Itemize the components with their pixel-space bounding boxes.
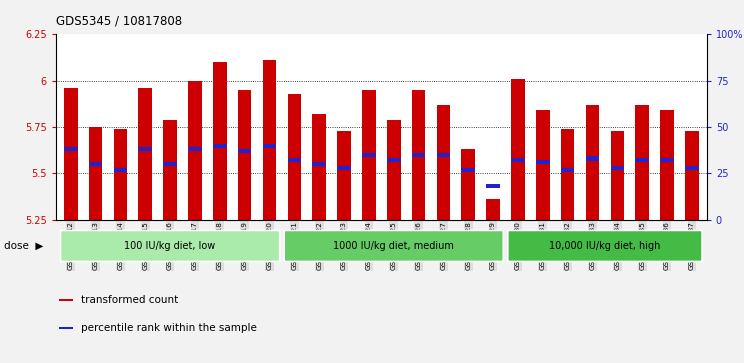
Text: GDS5345 / 10817808: GDS5345 / 10817808 [56,14,182,27]
Bar [461,149,475,220]
Bar [163,162,177,166]
Bar [660,158,674,162]
Bar [685,131,699,220]
Bar [411,90,426,220]
Bar [387,120,400,220]
Bar [213,62,227,220]
Bar [59,327,74,329]
Bar [611,166,624,170]
Bar [138,88,152,220]
Bar [511,158,525,162]
Bar [163,120,177,220]
Bar [685,166,699,170]
Bar [362,90,376,220]
Bar [411,153,426,157]
Bar [238,149,251,153]
Bar [362,153,376,157]
Bar [635,105,649,220]
Text: 1000 IU/kg diet, medium: 1000 IU/kg diet, medium [333,241,454,251]
Bar [89,162,103,166]
FancyBboxPatch shape [284,231,503,261]
Text: 100 IU/kg diet, low: 100 IU/kg diet, low [124,241,216,251]
Bar [586,105,600,220]
Bar [437,153,450,157]
Bar [511,79,525,220]
Bar [138,147,152,151]
Bar [213,143,227,148]
Bar [561,168,574,172]
Bar [461,168,475,172]
Text: 10,000 IU/kg diet, high: 10,000 IU/kg diet, high [549,241,661,251]
Bar [188,81,202,220]
Text: percentile rank within the sample: percentile rank within the sample [80,323,257,333]
Bar [312,114,326,220]
Bar [561,129,574,220]
Bar [660,110,674,220]
Bar [238,90,251,220]
Bar [263,143,276,148]
FancyBboxPatch shape [507,231,702,261]
Bar [64,147,77,151]
Bar [64,88,77,220]
Bar [487,184,500,188]
Bar [611,131,624,220]
Bar [312,162,326,166]
Bar [337,131,351,220]
Bar [536,110,550,220]
Bar [487,199,500,220]
Bar [635,158,649,162]
Bar [387,158,400,162]
Bar [263,60,276,220]
Bar [59,299,74,301]
Bar [89,127,103,220]
Bar [437,105,450,220]
Bar [114,129,127,220]
Bar [536,160,550,164]
Text: dose  ▶: dose ▶ [4,241,43,251]
Text: transformed count: transformed count [80,295,178,305]
Bar [287,158,301,162]
Bar [337,166,351,170]
Bar [287,94,301,220]
FancyBboxPatch shape [60,231,280,261]
Bar [188,147,202,151]
Bar [586,156,600,160]
Bar [114,168,127,172]
